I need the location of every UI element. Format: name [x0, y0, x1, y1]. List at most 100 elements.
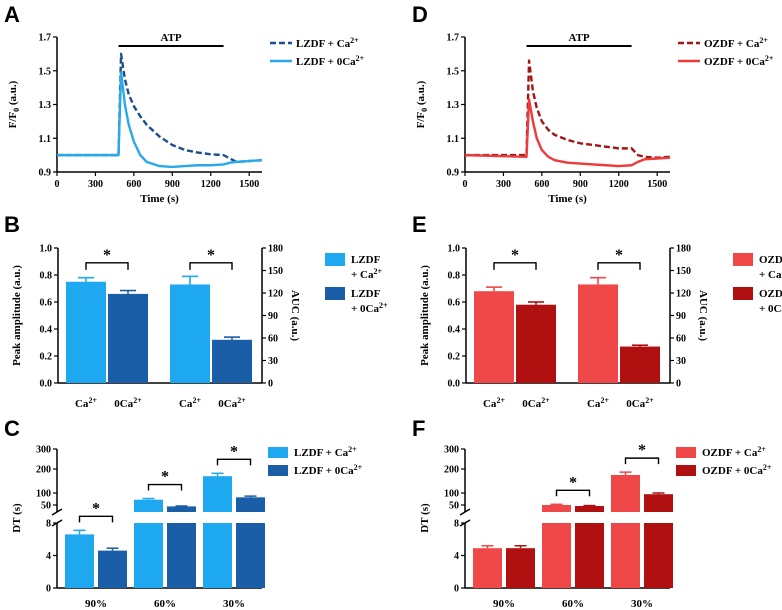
x-tick-label: 1500 — [239, 179, 259, 190]
x-tick-label: 300 — [496, 179, 511, 190]
bar — [170, 284, 210, 383]
y-tick-label-right: 150 — [268, 266, 283, 277]
legend-label: OZDF + Ca2+ — [704, 36, 768, 50]
significance-bracket — [216, 458, 252, 466]
panel-letter-E: E — [412, 212, 427, 237]
x-tick-label: 0Ca2+ — [626, 396, 654, 410]
y-tick-label: 8 — [46, 519, 51, 530]
y-tick-label-right: 30 — [676, 356, 686, 367]
y-tick-label: 100 — [36, 489, 51, 500]
y-tick-label-right: 60 — [676, 334, 686, 345]
legend-label: LZDF — [351, 254, 381, 266]
legend-label: OZDF — [759, 288, 782, 300]
y-tick-label: 0 — [46, 584, 51, 595]
bar — [474, 291, 514, 383]
legend-swatch — [733, 287, 753, 300]
legend-label: LZDF + 0Ca2+ — [296, 54, 365, 68]
y-tick-label-right: 150 — [676, 266, 691, 277]
bar — [108, 293, 148, 383]
y-tick-label-right: 30 — [268, 356, 278, 367]
y-tick-label: 1.5 — [447, 66, 460, 77]
x-axis-label: Time (s) — [140, 193, 179, 205]
significance-star: * — [92, 500, 100, 517]
x-tick-label: 900 — [573, 179, 588, 190]
bar-lower-segment — [575, 523, 604, 588]
y-tick-label: 0.2 — [40, 352, 53, 363]
bar-lower-segment — [203, 523, 232, 588]
x-tick-label: Ca2+ — [483, 396, 505, 410]
y-axis-label-right: AUC (a.u.) — [697, 290, 709, 341]
x-tick-label: 600 — [534, 179, 549, 190]
bar-lower-segment — [542, 523, 571, 588]
significance-bracket — [189, 262, 233, 270]
legend-label: + 0Ca2+ — [351, 301, 388, 315]
legend-label: OZDF + 0Ca2+ — [702, 463, 772, 477]
legend-label: + Ca2+ — [759, 267, 782, 281]
y-tick-label: 0.8 — [448, 271, 461, 282]
y-tick-label: 1.3 — [447, 100, 460, 111]
y-tick-label: 1.5 — [39, 66, 52, 77]
axis-break-mark — [51, 508, 63, 516]
significance-star: * — [615, 247, 623, 264]
significance-bracket — [555, 489, 591, 497]
legend-label: LZDF + Ca2+ — [296, 36, 359, 50]
bar-lower-segment — [236, 523, 265, 588]
y-tick-label: 300 — [444, 445, 459, 456]
panel-letter-A: A — [4, 2, 20, 27]
y-tick-label: 0.8 — [40, 271, 53, 282]
y-tick-label: 0.9 — [447, 168, 460, 179]
significance-star: * — [638, 442, 646, 459]
bar — [516, 304, 556, 383]
x-tick-label: 90% — [85, 598, 107, 610]
panel-letter-F: F — [412, 416, 425, 441]
panel-letter-D: D — [412, 2, 428, 27]
y-tick-label: 50 — [449, 501, 459, 512]
bar — [236, 497, 265, 512]
bar — [203, 476, 232, 512]
series-line — [57, 52, 263, 164]
y-tick-label-right: 90 — [268, 311, 278, 322]
significance-bracket — [624, 457, 660, 465]
bar-lower-segment — [134, 523, 163, 588]
bar — [620, 346, 660, 383]
bar — [167, 506, 196, 512]
bar-lower-segment — [167, 523, 196, 588]
legend-label: LZDF — [351, 288, 381, 300]
x-tick-label: 0 — [463, 179, 468, 190]
x-axis-label: Time (s) — [548, 193, 587, 205]
atp-label: ATP — [160, 32, 181, 44]
x-tick-label: 90% — [493, 598, 515, 610]
bar — [66, 281, 106, 383]
y-tick-label: 1.1 — [39, 134, 52, 145]
y-tick-label: 300 — [36, 445, 51, 456]
y-tick-label: 1.7 — [447, 33, 460, 44]
y-tick-label: 1.1 — [447, 134, 460, 145]
x-tick-label: 1200 — [201, 179, 221, 190]
significance-star: * — [511, 247, 519, 264]
y-axis-label: DT (s) — [11, 503, 23, 533]
significance-star: * — [161, 469, 169, 486]
significance-star: * — [230, 443, 238, 460]
y-tick-label: 0.4 — [40, 325, 53, 336]
atp-label: ATP — [568, 32, 589, 44]
significance-star: * — [207, 247, 215, 264]
y-tick-label: 4 — [454, 551, 459, 562]
legend-swatch — [676, 447, 696, 458]
bar-lower-segment — [611, 523, 640, 588]
y-tick-label-right: 60 — [268, 334, 278, 345]
significance-star: * — [569, 474, 577, 491]
y-tick-label: 1.0 — [40, 244, 53, 255]
y-tick-label: 1.7 — [39, 33, 52, 44]
bar — [65, 534, 94, 588]
x-tick-label: 60% — [154, 598, 176, 610]
y-tick-label-right: 0 — [268, 379, 273, 390]
bar — [578, 284, 618, 383]
y-tick-label-right: 180 — [268, 244, 283, 255]
y-axis-label: Peak amplitude (a.u.) — [11, 265, 23, 366]
significance-bracket — [147, 483, 183, 491]
series-line — [465, 59, 671, 159]
significance-star: * — [103, 247, 111, 264]
x-tick-label: 1200 — [609, 179, 629, 190]
y-tick-label: 0.6 — [40, 298, 53, 309]
legend-label: + Ca2+ — [351, 267, 382, 281]
